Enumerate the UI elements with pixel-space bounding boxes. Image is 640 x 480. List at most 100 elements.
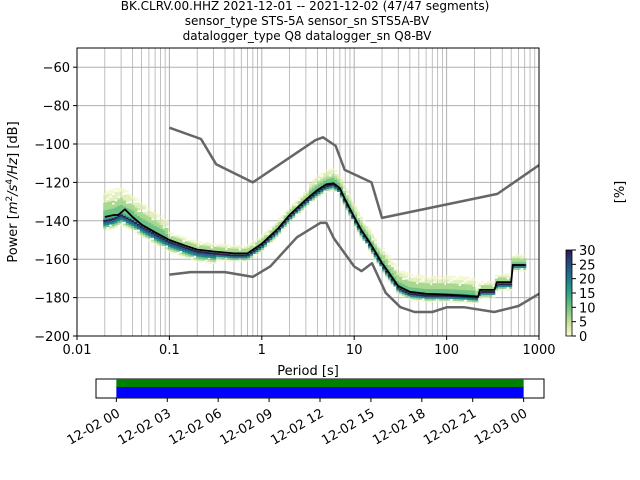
density-cell <box>320 180 324 183</box>
density-cell <box>435 277 439 280</box>
density-cell <box>503 283 507 286</box>
density-cell <box>122 198 127 201</box>
density-cell <box>151 233 155 236</box>
density-cell <box>314 192 318 195</box>
density-cell <box>430 279 434 282</box>
density-cell <box>246 244 251 247</box>
density-cell <box>452 281 456 284</box>
density-cell <box>382 256 386 259</box>
density-cell <box>249 255 253 258</box>
density-cell <box>359 215 363 218</box>
density-cell <box>272 237 276 240</box>
density-cell <box>317 195 321 198</box>
density-cell <box>466 288 470 291</box>
density-cell <box>134 219 138 223</box>
density-cell <box>463 276 468 279</box>
density-cell <box>182 247 186 251</box>
density-cell <box>199 245 203 248</box>
density-cell <box>108 191 113 194</box>
density-cell <box>345 196 349 199</box>
density-cell <box>261 247 265 250</box>
density-cell <box>280 220 284 223</box>
density-cell <box>108 207 113 210</box>
density-cell <box>393 288 397 291</box>
density-cell <box>184 243 189 246</box>
density-cell <box>227 244 231 247</box>
density-cell <box>196 250 200 253</box>
density-cell <box>142 213 146 216</box>
density-cell <box>311 190 315 193</box>
density-cell <box>517 265 521 268</box>
density-cell <box>354 216 358 219</box>
colorbar-tick-label: 5 <box>579 316 587 331</box>
density-cell <box>497 288 501 292</box>
density-cell <box>494 290 499 293</box>
density-cell <box>427 290 431 293</box>
density-cell <box>280 226 284 229</box>
density-cell <box>455 287 459 290</box>
density-cell <box>365 233 369 236</box>
density-cell <box>328 189 332 193</box>
density-cell <box>148 234 152 237</box>
density-cell <box>463 295 468 298</box>
density-cell <box>489 290 493 293</box>
density-cell <box>117 211 121 214</box>
density-cell <box>244 248 248 251</box>
density-cell <box>472 278 476 282</box>
density-cell <box>432 275 437 278</box>
density-cell <box>263 231 268 234</box>
density-cell <box>224 244 228 247</box>
density-cell <box>449 275 454 278</box>
density-cell <box>213 248 217 251</box>
density-cell <box>117 201 121 204</box>
density-cell <box>314 195 318 198</box>
density-cell <box>311 194 315 197</box>
density-cell <box>120 223 124 227</box>
density-cell <box>266 230 270 234</box>
density-cell <box>221 247 225 250</box>
density-cell <box>128 224 132 227</box>
density-cell <box>339 194 344 197</box>
density-cell <box>466 284 470 287</box>
density-cell <box>438 279 442 282</box>
density-cell <box>201 257 206 260</box>
density-cell <box>396 278 400 281</box>
density-cell <box>117 197 121 201</box>
density-cell <box>151 224 155 227</box>
density-cell <box>145 234 149 237</box>
density-cell <box>472 282 476 285</box>
density-cell <box>103 219 107 222</box>
density-cell <box>108 226 113 229</box>
density-cell <box>207 246 211 249</box>
density-cell <box>275 221 279 224</box>
density-cell <box>351 209 355 212</box>
timeline-tick-label: 12-02 12 <box>268 406 326 448</box>
density-cell <box>368 234 372 237</box>
density-cell <box>407 275 411 278</box>
density-cell <box>506 279 510 282</box>
density-cell <box>204 241 208 245</box>
density-cell <box>382 247 386 250</box>
density-cell <box>201 245 206 248</box>
density-cell <box>258 240 262 243</box>
density-cell <box>480 290 485 293</box>
density-cell <box>235 248 239 251</box>
density-cell <box>320 184 324 187</box>
density-cell <box>430 281 434 284</box>
density-cell <box>328 186 332 189</box>
density-cell <box>184 248 189 251</box>
density-cell <box>328 168 332 171</box>
density-cell <box>410 298 414 301</box>
density-cell <box>314 188 318 191</box>
density-cell <box>407 294 411 297</box>
density-cell <box>478 294 482 297</box>
density-cell <box>317 191 321 195</box>
density-cell <box>120 202 124 205</box>
density-cell <box>230 254 234 257</box>
density-cell <box>354 224 358 227</box>
density-cell <box>368 230 372 233</box>
density-cell <box>387 266 392 269</box>
density-cell <box>294 211 299 214</box>
density-cell <box>103 214 107 217</box>
density-cell <box>263 237 268 240</box>
